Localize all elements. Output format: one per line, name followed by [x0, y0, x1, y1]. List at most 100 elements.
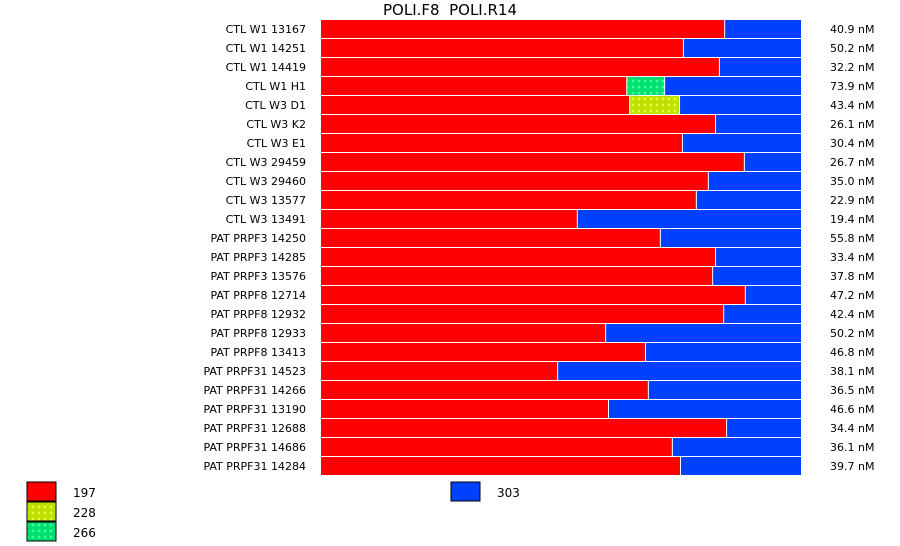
bar-segment-228: [630, 96, 680, 114]
concentration-label: 73.9 nM: [830, 80, 874, 93]
bar-segment-303: [648, 381, 801, 399]
concentration-label: 34.4 nM: [830, 422, 874, 435]
bar-segment-197: [321, 153, 744, 171]
concentration-label: 39.7 nM: [830, 460, 874, 473]
bar-segment-197: [321, 58, 719, 76]
row-label: PAT PRPF8 12714: [210, 289, 306, 302]
bar-segment-197: [321, 191, 696, 209]
bar-segment-197: [321, 20, 725, 38]
bar-segment-303: [725, 20, 801, 38]
bar-segment-197: [321, 115, 716, 133]
concentration-label: 55.8 nM: [830, 232, 874, 245]
row-label: CTL W3 29459: [226, 156, 306, 169]
row-label: CTL W1 13167: [226, 23, 306, 36]
row-label: CTL W1 14419: [226, 61, 306, 74]
concentration-label: 47.2 nM: [830, 289, 874, 302]
bar-segment-303: [713, 267, 801, 285]
bar-segment-303: [558, 362, 801, 380]
row-label: PAT PRPF31 12688: [203, 422, 306, 435]
bar-segment-303: [681, 457, 801, 475]
bar-segment-303: [680, 96, 801, 114]
concentration-label: 40.9 nM: [830, 23, 874, 36]
bar-segment-197: [321, 457, 680, 475]
concentration-label: 32.2 nM: [830, 61, 874, 74]
concentration-label: 22.9 nM: [830, 194, 874, 207]
legend-swatch-303: [450, 481, 481, 502]
bar-segment-197: [321, 267, 713, 285]
bar-segment-303: [708, 172, 801, 190]
bar-segment-197: [321, 343, 645, 361]
row-label: PAT PRPF8 12933: [210, 327, 306, 340]
bar-segment-303: [683, 39, 801, 57]
concentration-label: 26.7 nM: [830, 156, 874, 169]
legend-swatch-197: [26, 481, 57, 502]
row-label: PAT PRPF3 13576: [210, 270, 306, 283]
row-label: CTL W3 13491: [226, 213, 306, 226]
concentration-label: 50.2 nM: [830, 327, 874, 340]
bar-segment-303: [696, 191, 801, 209]
bar-segment-303: [609, 400, 801, 418]
chart-title: POLI.F8 POLI.R14: [383, 1, 517, 19]
bar-segment-303: [745, 286, 801, 304]
row-label: PAT PRPF31 14266: [203, 384, 306, 397]
bar-segment-197: [321, 438, 672, 456]
row-label: CTL W3 K2: [246, 118, 306, 131]
bar-segment-303: [719, 58, 801, 76]
concentration-label: 30.4 nM: [830, 137, 874, 150]
row-label: PAT PRPF3 14250: [210, 232, 306, 245]
bar-segment-197: [321, 96, 630, 114]
bar-segment-197: [321, 362, 558, 380]
row-label: PAT PRPF31 14284: [203, 460, 306, 473]
row-label: PAT PRPF31 14686: [203, 441, 306, 454]
row-label: CTL W1 H1: [245, 80, 306, 93]
concentration-label: 33.4 nM: [830, 251, 874, 264]
concentration-label: 36.5 nM: [830, 384, 874, 397]
bar-segment-197: [321, 77, 627, 95]
concentration-label: 36.1 nM: [830, 441, 874, 454]
bar-segment-303: [682, 134, 801, 152]
concentration-label: 35.0 nM: [830, 175, 874, 188]
row-label: CTL W3 D1: [245, 99, 306, 112]
bar-segment-197: [321, 172, 708, 190]
bar-segment-303: [665, 77, 801, 95]
concentration-label: 50.2 nM: [830, 42, 874, 55]
bar-segment-266: [627, 77, 665, 95]
bar-segment-303: [645, 343, 801, 361]
bar-segment-303: [744, 153, 801, 171]
bar-segment-303: [660, 229, 801, 247]
bar-segment-197: [321, 134, 682, 152]
bar-segment-197: [321, 210, 577, 228]
concentration-label: 19.4 nM: [830, 213, 874, 226]
legend-swatch-266: [26, 521, 57, 542]
row-label: PAT PRPF8 13413: [210, 346, 306, 359]
bar-segment-303: [716, 248, 801, 266]
concentration-label: 37.8 nM: [830, 270, 874, 283]
bar-segment-303: [606, 324, 801, 342]
legend-label-303: 303: [497, 486, 520, 500]
bar-segment-303: [577, 210, 801, 228]
bar-segment-197: [321, 229, 660, 247]
row-label: PAT PRPF8 12932: [210, 308, 306, 321]
bar-segment-303: [716, 115, 801, 133]
bar-segment-197: [321, 324, 606, 342]
bar-segment-197: [321, 400, 608, 418]
row-label: PAT PRPF31 13190: [203, 403, 306, 416]
row-label: CTL W3 29460: [226, 175, 306, 188]
bar-segment-197: [321, 248, 716, 266]
row-label: CTL W3 13577: [226, 194, 306, 207]
row-label: CTL W1 14251: [226, 42, 306, 55]
legend-label-266: 266: [73, 526, 96, 540]
bar-segment-197: [321, 419, 727, 437]
legend-swatch-228: [26, 501, 57, 522]
bar-segment-303: [724, 305, 801, 323]
bar-segment-303: [727, 419, 801, 437]
bar-segment-197: [321, 286, 745, 304]
bar-segment-197: [321, 305, 724, 323]
row-label: PAT PRPF3 14285: [210, 251, 306, 264]
concentration-label: 26.1 nM: [830, 118, 874, 131]
concentration-label: 43.4 nM: [830, 99, 874, 112]
concentration-label: 42.4 nM: [830, 308, 874, 321]
concentration-label: 46.6 nM: [830, 403, 874, 416]
row-label: PAT PRPF31 14523: [203, 365, 306, 378]
